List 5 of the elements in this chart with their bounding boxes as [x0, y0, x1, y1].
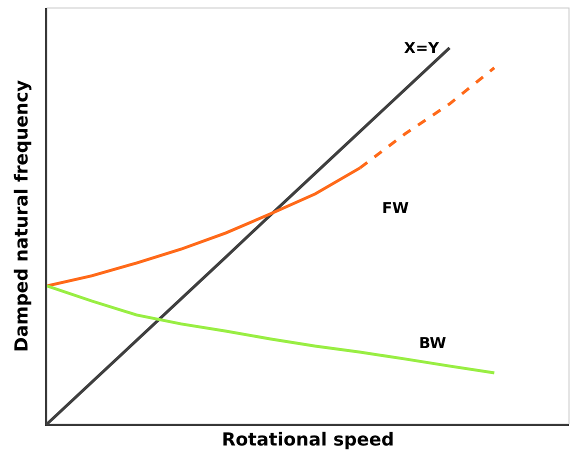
y-axis-title: Damped natural frequency — [12, 80, 33, 352]
x-axis-title: Rotational speed — [222, 430, 394, 451]
series-label: BW — [419, 334, 447, 352]
series-label: X=Y — [404, 39, 440, 57]
text: FW — [382, 199, 410, 217]
